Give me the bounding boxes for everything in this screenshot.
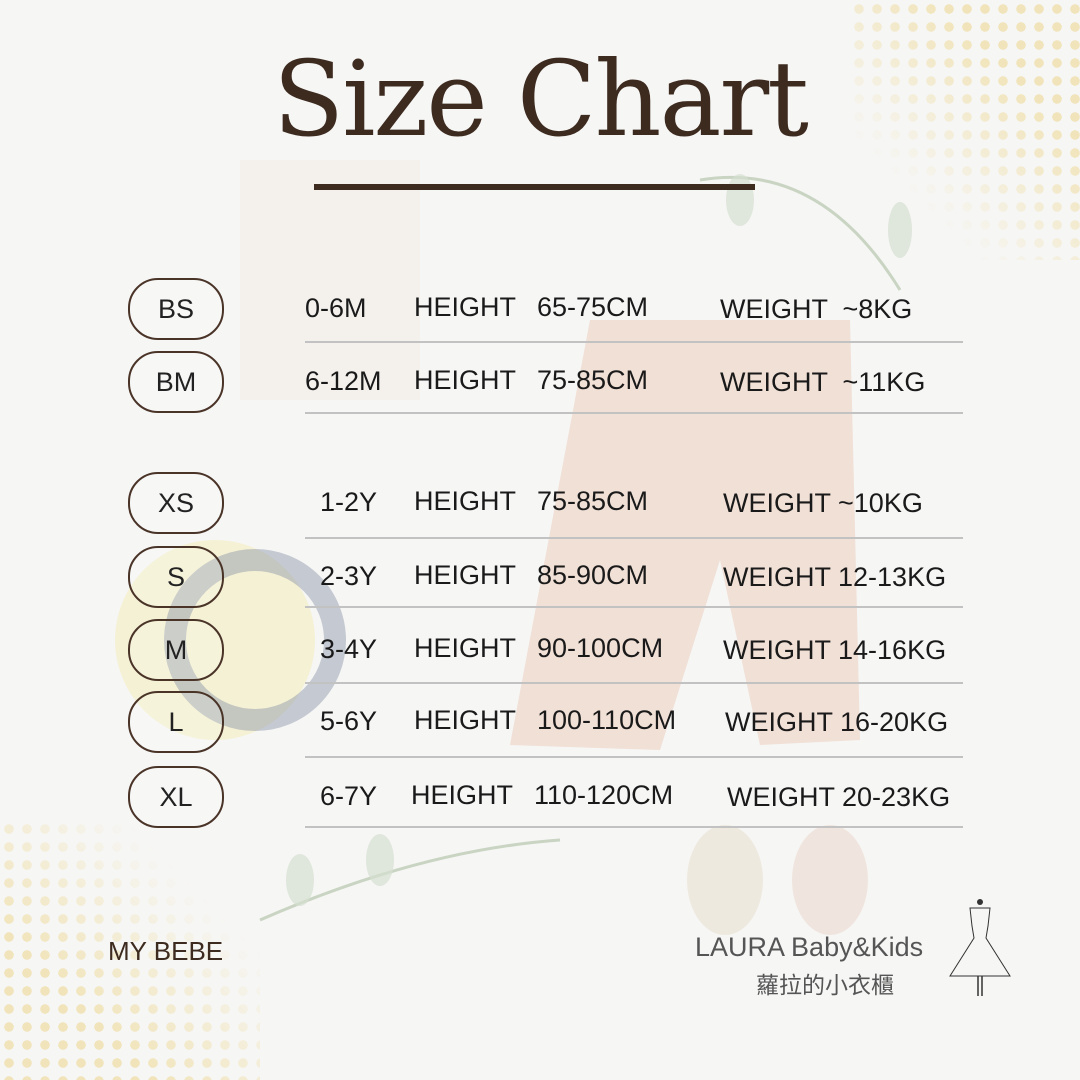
age-range: 3-4Y (320, 634, 378, 664)
weight-value: ~10KG (838, 488, 923, 518)
page-title: Size Chart (273, 38, 809, 160)
weight-label: WEIGHT (723, 635, 831, 665)
height-value: 110-120CM (534, 780, 674, 810)
height-value: 75-85CM (537, 486, 649, 516)
size-badge: S (128, 546, 224, 608)
dot-pattern-top-right (850, 0, 1080, 260)
weight-entry: WEIGHT ~11KG (720, 367, 925, 398)
weight-value: ~8KG (842, 294, 913, 324)
height-label: HEIGHT (414, 705, 517, 735)
height-value: 75-85CM (537, 365, 649, 395)
size-badge: M (128, 619, 224, 681)
weight-label: WEIGHT (727, 782, 835, 812)
height-label: HEIGHT (414, 633, 517, 663)
row-divider (305, 826, 963, 828)
size-badge: L (128, 691, 224, 753)
weight-value: 16-20KG (840, 707, 949, 737)
row-divider (305, 537, 963, 539)
size-badge: BS (128, 278, 224, 340)
height-value: 65-75CM (537, 292, 649, 322)
size-badge: XS (128, 472, 224, 534)
dot-pattern-bottom-left (0, 820, 260, 1080)
weight-label: WEIGHT (720, 367, 828, 397)
weight-entry: WEIGHT ~10KG (723, 488, 923, 519)
size-badge: XL (128, 766, 224, 828)
age-range: 6-7Y (320, 781, 378, 811)
title-underline (314, 184, 755, 190)
age-range: 2-3Y (320, 561, 378, 591)
age-range: 0-6M (305, 293, 367, 323)
height-label: HEIGHT (414, 560, 517, 590)
left-brand: MY BEBE (108, 936, 224, 966)
height-label: HEIGHT (414, 365, 517, 395)
row-divider (305, 606, 963, 608)
age-range: 5-6Y (320, 706, 378, 736)
weight-label: WEIGHT (725, 707, 833, 737)
height-value: 100-110CM (537, 705, 677, 735)
age-range: 1-2Y (320, 487, 378, 517)
size-badge: BM (128, 351, 224, 413)
weight-value: 20-23KG (842, 782, 951, 812)
height-label: HEIGHT (414, 292, 517, 322)
weight-entry: WEIGHT ~8KG (720, 294, 912, 325)
weight-label: WEIGHT (720, 294, 828, 324)
weight-value: 12-13KG (838, 562, 947, 592)
weight-value: 14-16KG (838, 635, 947, 665)
height-value: 85-90CM (537, 560, 649, 590)
dress-icon (949, 899, 1011, 996)
height-label: HEIGHT (414, 486, 517, 516)
height-value: 90-100CM (537, 633, 664, 663)
weight-value: ~11KG (842, 367, 926, 397)
weight-entry: WEIGHT 12-13KG (723, 562, 946, 593)
height-label: HEIGHT (411, 780, 514, 810)
row-divider (305, 756, 963, 758)
weight-entry: WEIGHT 20-23KG (727, 782, 950, 813)
right-brand-chinese: 蘿拉的小衣櫃 (756, 972, 894, 998)
weight-label: WEIGHT (723, 488, 831, 518)
right-brand: LAURA Baby&Kids (695, 932, 924, 962)
weight-entry: WEIGHT 14-16KG (723, 635, 946, 666)
weight-entry: WEIGHT 16-20KG (725, 707, 948, 738)
row-divider (305, 341, 963, 343)
row-divider (305, 412, 963, 414)
row-divider (305, 682, 963, 684)
weight-label: WEIGHT (723, 562, 831, 592)
age-range: 6-12M (305, 366, 382, 396)
